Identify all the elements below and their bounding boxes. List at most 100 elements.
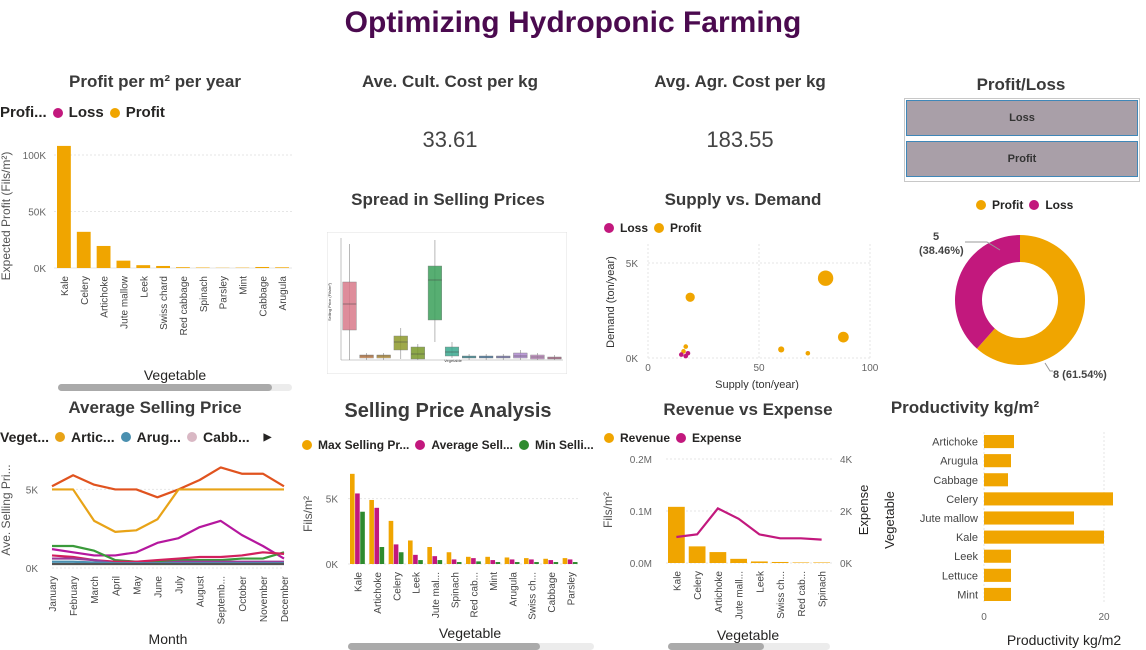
- spread-y-label: Selling Price (Fils/m²): [327, 282, 332, 321]
- legend-max-price[interactable]: Max Selling Pr...: [318, 438, 410, 452]
- profit-y-label: Expected Profit (Fils/m²): [0, 152, 13, 281]
- point-profit: [805, 350, 811, 356]
- bar-max: [524, 558, 529, 564]
- bar-min: [379, 547, 385, 564]
- bar-avg: [432, 556, 438, 564]
- y-tick-label: 0.2M: [630, 455, 652, 466]
- scrollbar-thumb[interactable]: [58, 384, 272, 391]
- bar-min: [572, 562, 578, 564]
- scrollbar-thumb[interactable]: [348, 643, 540, 650]
- bar-revenue: [751, 561, 768, 563]
- price-analysis-x-label: Vegetable: [439, 625, 501, 641]
- bar-max: [446, 552, 452, 564]
- rev-exp-title: Revenue vs Expense: [663, 400, 833, 419]
- expense-line: [676, 507, 822, 541]
- slicer-option-profit[interactable]: Profit: [906, 141, 1138, 177]
- y-tick-label: 5K: [626, 259, 639, 270]
- agr-cost-value: 183.55: [706, 127, 774, 152]
- productivity-title: Productivity kg/m²: [890, 398, 1040, 417]
- y-tick-label: 0.0M: [630, 559, 652, 570]
- bar-avg: [451, 559, 457, 564]
- series-line: [52, 544, 285, 563]
- point-profit: [683, 344, 689, 349]
- rev-exp-scrollbar[interactable]: [668, 643, 830, 650]
- bar-cabbage: [984, 473, 1008, 487]
- legend-avg-price[interactable]: Average Sell...: [431, 438, 513, 452]
- cult-cost-title: Ave. Cult. Cost per kg: [361, 72, 538, 91]
- avg-price-legend: Veget... Artic... Arug... Cabb... ▶: [0, 429, 271, 445]
- supply-demand-title: Supply vs. Demand: [664, 190, 822, 209]
- cabbage-legend-marker: [186, 432, 197, 442]
- scrollbar-thumb[interactable]: [668, 643, 764, 650]
- legend-loss-label[interactable]: Loss: [68, 104, 104, 121]
- avg-price-legend-marker: [415, 440, 426, 450]
- x-tick-label: Celery: [392, 572, 403, 601]
- bar-revenue: [771, 561, 789, 563]
- bar-revenue: [730, 558, 747, 563]
- expense-legend-marker: [676, 433, 687, 443]
- x-tick-label: Mint: [238, 276, 249, 295]
- bar-leek: [984, 549, 1011, 563]
- bar-revenue: [688, 546, 706, 563]
- price-analysis-scrollbar[interactable]: [348, 643, 594, 650]
- x-tick-label: Swiss ch...: [776, 571, 787, 619]
- bar-max: [504, 557, 510, 564]
- x-tick-label: Parsley: [219, 276, 230, 309]
- x-tick-label: 100: [862, 363, 879, 374]
- sd-y-label: Demand (ton/year): [605, 256, 617, 348]
- legend-expense[interactable]: Expense: [692, 431, 742, 445]
- slicer-option-loss[interactable]: Loss: [906, 100, 1138, 136]
- bar-min: [534, 562, 539, 564]
- x-tick-label: 0: [645, 363, 651, 374]
- legend-revenue[interactable]: Revenue: [620, 431, 671, 445]
- profit-legend-marker: [654, 223, 665, 233]
- x-tick-label: Septemb...: [217, 576, 228, 624]
- max-price-legend-marker: [302, 440, 312, 450]
- agr-cost-title: Avg. Agr. Cost per kg: [654, 72, 826, 91]
- y-tick-label: Cabbage: [933, 475, 978, 487]
- profit-chart-scrollbar[interactable]: [58, 384, 292, 391]
- bar-max: [543, 558, 548, 564]
- y-tick-label: Artichoke: [932, 437, 978, 449]
- box: [444, 346, 460, 357]
- bar-max: [485, 556, 490, 564]
- spread-boxplot-image: Selling Price (Fils/m²) Vegetable: [327, 232, 567, 374]
- bar-artichoke: [96, 245, 111, 268]
- legend-next-arrow-icon[interactable]: ▶: [263, 431, 272, 443]
- y-tick-label: Lettuce: [942, 570, 978, 582]
- legend-arugula[interactable]: Arug...: [136, 429, 181, 445]
- bar-revenue: [709, 552, 727, 563]
- donut-legend-profit[interactable]: Profit: [992, 198, 1024, 212]
- legend-artichoke[interactable]: Artic...: [71, 429, 115, 445]
- bar-avg: [548, 560, 554, 564]
- x-tick-label: Red cabbage: [179, 276, 190, 336]
- point-profit: [685, 292, 695, 302]
- series-line: [51, 519, 285, 560]
- box: [410, 346, 425, 360]
- bar-avg: [490, 560, 496, 564]
- bar-avg: [567, 559, 573, 564]
- bar-max: [369, 499, 374, 564]
- legend-min-price[interactable]: Min Selli...: [534, 438, 594, 452]
- sd-legend-loss[interactable]: Loss: [620, 221, 649, 235]
- x-tick-label: Arugula: [508, 572, 519, 607]
- bar-max: [466, 556, 471, 564]
- x-tick-label: Jute mallow: [119, 275, 130, 329]
- x-tick-label: 20: [1098, 612, 1110, 623]
- x-tick-label: Cabbage: [258, 276, 269, 317]
- bar-revenue: [792, 562, 810, 563]
- x-tick-label: Swiss ch...: [528, 572, 539, 620]
- legend-profit-label[interactable]: Profit: [125, 104, 165, 121]
- legend-cabbage[interactable]: Cabb...: [202, 429, 250, 445]
- donut-legend-loss[interactable]: Loss: [1045, 198, 1074, 212]
- x-tick-label: May: [132, 576, 143, 595]
- sd-legend-profit[interactable]: Profit: [670, 221, 702, 235]
- x-tick-label: Artichoke: [373, 572, 384, 614]
- point-profit: [778, 346, 785, 353]
- y-tick-label: Arugula: [940, 456, 979, 468]
- productivity-x-label: Productivity kg/m2: [1007, 632, 1122, 648]
- x-tick-label: Celery: [693, 571, 704, 600]
- bar-kale: [57, 145, 71, 268]
- y-tick-label: 0K: [34, 264, 47, 275]
- x-tick-label: March: [90, 576, 101, 604]
